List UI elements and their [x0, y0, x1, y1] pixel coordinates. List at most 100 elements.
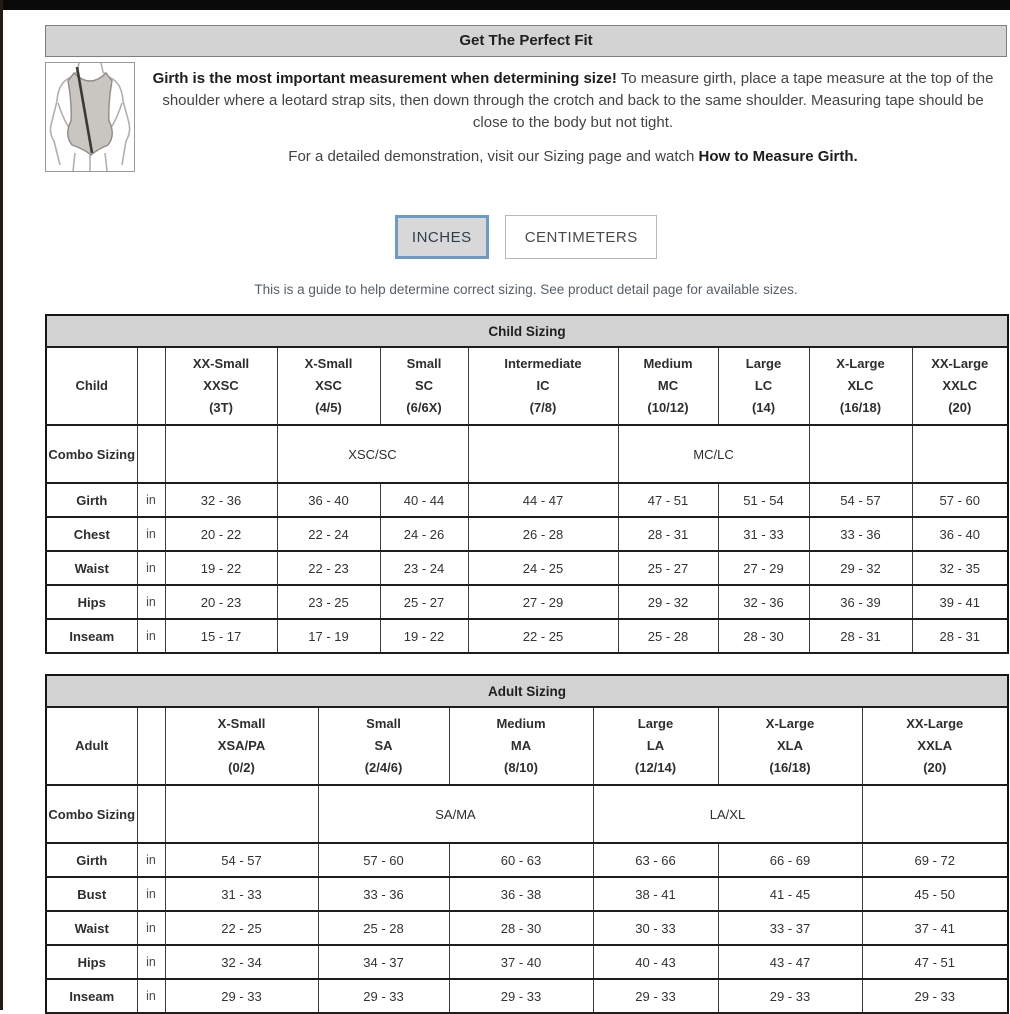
measurement-value-cell: 25 - 27	[617, 550, 719, 586]
size-header-line: X-Large	[836, 356, 885, 371]
size-header-line: LA	[646, 738, 665, 753]
window-left-edge	[0, 0, 3, 1010]
measurement-value-cell: 22 - 25	[164, 910, 319, 946]
measurement-value-cell: 31 - 33	[164, 876, 319, 912]
measurement-value-cell: 37 - 40	[448, 944, 594, 980]
measurement-value-cell: 39 - 41	[911, 584, 1009, 620]
size-header-line: XXSC	[203, 378, 239, 393]
measurement-value-cell: 29 - 33	[164, 978, 319, 1014]
measurement-row-label: Bust	[45, 876, 138, 912]
unit-cell: in	[136, 516, 166, 552]
measurement-value-cell: 20 - 22	[164, 516, 278, 552]
size-column-header: Small SA (2/4/6)	[317, 706, 450, 786]
size-header-line: X-Large	[765, 716, 815, 731]
measurement-value-cell: 40 - 43	[592, 944, 719, 980]
measurement-value-cell: 28 - 31	[911, 618, 1009, 654]
measurement-value-cell: 54 - 57	[808, 482, 913, 518]
size-header-line: (0/2)	[228, 760, 255, 775]
size-header-line: (14)	[751, 400, 776, 415]
size-header-line: (6/6X)	[406, 400, 442, 415]
measurement-value-cell: 60 - 63	[448, 842, 594, 878]
measurement-value-cell: 34 - 37	[317, 944, 450, 980]
size-column-header: Small SC (6/6X)	[379, 346, 469, 426]
measurement-value-cell: 30 - 33	[592, 910, 719, 946]
size-header-line: XSA/PA	[217, 738, 266, 753]
measurement-value-cell: 19 - 22	[379, 618, 469, 654]
measurement-value-cell: 25 - 28	[617, 618, 719, 654]
size-header-line: Medium	[496, 716, 546, 731]
size-column-header: Medium MC (10/12)	[617, 346, 719, 426]
measurement-value-cell: 33 - 37	[717, 910, 863, 946]
measurement-value-cell: 31 - 33	[717, 516, 810, 552]
centimeters-button[interactable]: CENTIMETERS	[505, 215, 658, 259]
size-header-line: XX-Large	[931, 356, 989, 371]
table-title-bar: Adult Sizing	[45, 674, 1009, 708]
measurement-value-cell: 36 - 40	[911, 516, 1009, 552]
unit-cell	[136, 424, 166, 484]
unit-cell: in	[136, 944, 166, 980]
unit-toggle: INCHES CENTIMETERS	[45, 215, 1007, 259]
size-header-line: XX-Large	[906, 716, 964, 731]
combo-span-cell	[911, 424, 1009, 484]
measurement-value-cell: 36 - 38	[448, 876, 594, 912]
size-header-line: XX-Small	[192, 356, 250, 371]
measurement-value-cell: 32 - 35	[911, 550, 1009, 586]
measurement-value-cell: 47 - 51	[861, 944, 1009, 980]
girth-instructions-rest: To measure girth, place a tape measure a…	[162, 70, 994, 131]
unit-cell: in	[136, 618, 166, 654]
size-header-line: XLA	[777, 738, 803, 753]
intro-section: Girth is the most important measurement …	[45, 62, 1007, 172]
combo-sizing-label: Combo Sizing	[45, 424, 138, 484]
size-header-line: (7/8)	[529, 400, 557, 415]
combo-sizing-label: Combo Sizing	[45, 784, 138, 844]
child-sizing-table: Child Sizing Child XX-Small XXSC (3T) X-Small…	[45, 314, 1010, 654]
measurement-row: Waist in 19 - 22 22 - 23 23 - 24 24 - 25 25 - …	[45, 550, 1009, 586]
inches-button[interactable]: INCHES	[394, 215, 489, 259]
size-column-header: XX-Small XXSC (3T)	[164, 346, 278, 426]
measurement-value-cell: 29 - 33	[592, 978, 719, 1014]
page-title: Get The Perfect Fit	[45, 25, 1007, 57]
unit-header-cell	[136, 346, 166, 426]
size-column-header: X-Small XSA/PA (0/2)	[164, 706, 319, 786]
measurement-value-cell: 29 - 33	[448, 978, 594, 1014]
size-column-header: Large LC (14)	[717, 346, 810, 426]
measurement-value-cell: 43 - 47	[717, 944, 863, 980]
table-title-bar: Child Sizing	[45, 314, 1009, 348]
measurement-row-label: Girth	[45, 842, 138, 878]
measurement-value-cell: 40 - 44	[379, 482, 469, 518]
measurement-value-cell: 66 - 69	[717, 842, 863, 878]
intro-text: Girth is the most important measurement …	[135, 62, 1007, 172]
unit-cell: in	[136, 584, 166, 620]
table-group-label: Child	[45, 346, 138, 426]
measurement-row: Inseam in 29 - 33 29 - 33 29 - 33 29 - 33 29 -…	[45, 978, 1009, 1014]
size-header-line: XSC	[315, 378, 342, 393]
table-group-label: Adult	[45, 706, 138, 786]
demo-line: For a detailed demonstration, visit our …	[149, 146, 997, 168]
unit-cell	[136, 784, 166, 844]
size-column-header: Intermediate IC (7/8)	[467, 346, 619, 426]
unit-cell: in	[136, 482, 166, 518]
measurement-value-cell: 37 - 41	[861, 910, 1009, 946]
size-column-header: XX-Large XXLA (20)	[861, 706, 1009, 786]
combo-span-cell: LA/XL	[592, 784, 863, 844]
measurement-value-cell: 28 - 30	[448, 910, 594, 946]
size-header-line: (12/14)	[634, 760, 677, 775]
measurement-value-cell: 28 - 31	[808, 618, 913, 654]
size-header-line: IC	[536, 378, 550, 393]
combo-span-cell: MC/LC	[617, 424, 810, 484]
measurement-row: Girth in 54 - 57 57 - 60 60 - 63 63 - 66 66 - …	[45, 842, 1009, 878]
size-header-line: X-Small	[217, 716, 266, 731]
girth-instructions: Girth is the most important measurement …	[149, 68, 997, 134]
measurement-value-cell: 38 - 41	[592, 876, 719, 912]
combo-span-cell	[164, 424, 278, 484]
size-header-line: (20)	[948, 400, 972, 415]
size-header-line: Small	[366, 716, 401, 731]
size-header-line: (10/12)	[647, 400, 689, 415]
size-header-line: LC	[754, 378, 773, 393]
measurement-value-cell: 22 - 23	[276, 550, 381, 586]
measurement-row: Inseam in 15 - 17 17 - 19 19 - 22 22 - 25 25 -…	[45, 618, 1009, 654]
measurement-value-cell: 24 - 26	[379, 516, 469, 552]
measurement-value-cell: 29 - 33	[861, 978, 1009, 1014]
measurement-value-cell: 27 - 29	[467, 584, 619, 620]
measurement-row-label: Waist	[45, 550, 138, 586]
